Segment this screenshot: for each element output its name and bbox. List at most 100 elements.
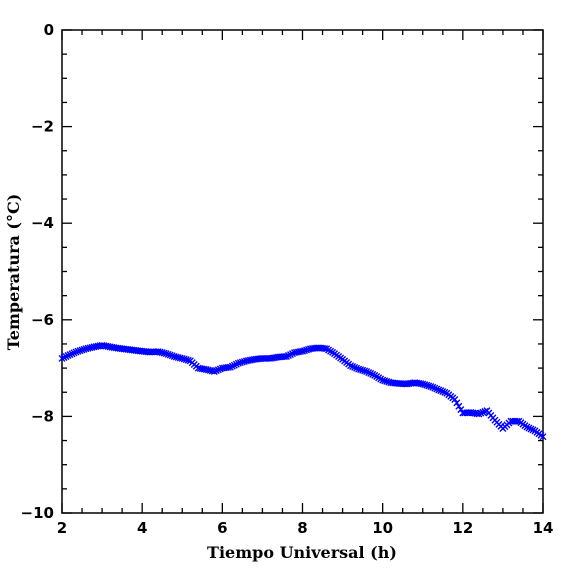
x-axis-label: Tiempo Universal (h) xyxy=(207,543,397,562)
data-point-marker xyxy=(66,351,74,359)
y-tick-label: 0 xyxy=(44,21,54,39)
data-point-marker xyxy=(284,352,292,360)
data-point-marker xyxy=(435,386,443,394)
data-point-marker xyxy=(427,382,435,390)
data-point-marker xyxy=(451,396,459,403)
data-point-marker xyxy=(423,381,431,389)
data-point-marker xyxy=(166,351,174,359)
data-point-marker xyxy=(349,363,357,371)
data-point-marker xyxy=(441,388,449,396)
data-point-marker xyxy=(214,366,222,374)
data-point-marker xyxy=(379,376,387,384)
plot-frame xyxy=(61,29,544,514)
x-tick-label: 12 xyxy=(452,519,473,537)
data-point-marker xyxy=(437,387,445,395)
data-point-marker xyxy=(212,367,220,375)
data-point-marker xyxy=(529,426,537,434)
data-point-marker xyxy=(68,350,76,358)
data-point-marker xyxy=(72,348,80,356)
data-point-marker xyxy=(178,354,186,362)
data-point-marker xyxy=(355,365,363,373)
data-point-marker xyxy=(513,417,521,425)
data-point-marker xyxy=(523,423,531,431)
data-point-marker xyxy=(429,383,437,391)
data-series xyxy=(58,341,547,441)
data-point-marker xyxy=(539,433,547,441)
y-axis-label: Temperatura (°C) xyxy=(4,194,23,351)
data-point-marker xyxy=(210,367,218,375)
data-point-marker xyxy=(58,354,66,362)
data-point-marker xyxy=(62,353,70,361)
data-point-marker xyxy=(347,362,355,370)
x-tick-label: 10 xyxy=(372,519,393,537)
data-point-marker xyxy=(383,377,391,385)
data-point-marker xyxy=(216,365,224,373)
axis-ticks xyxy=(61,29,544,514)
data-point-marker xyxy=(419,380,427,388)
x-tick-label: 6 xyxy=(217,519,227,537)
data-point-marker xyxy=(288,350,296,358)
data-point-marker xyxy=(439,388,447,396)
data-point-marker xyxy=(164,350,172,358)
data-point-marker xyxy=(433,385,441,393)
data-point-marker xyxy=(180,355,188,363)
data-point-marker xyxy=(236,359,244,367)
data-point-marker xyxy=(286,351,294,359)
data-point-marker xyxy=(367,369,375,377)
data-point-marker xyxy=(455,402,463,410)
data-point-marker xyxy=(184,356,192,364)
data-point-marker xyxy=(282,353,290,361)
data-point-marker xyxy=(74,347,82,355)
data-point-marker xyxy=(176,354,184,362)
data-point-marker xyxy=(479,408,487,416)
y-tick-label: −2 xyxy=(31,118,54,136)
data-point-marker xyxy=(301,347,308,355)
x-tick-label: 8 xyxy=(297,519,307,537)
data-point-marker xyxy=(168,352,176,360)
data-point-marker xyxy=(481,407,489,415)
data-point-marker xyxy=(234,359,242,367)
data-point-marker xyxy=(280,353,288,361)
data-point-marker xyxy=(303,346,311,354)
data-point-marker xyxy=(381,377,389,385)
data-point-marker xyxy=(162,350,170,358)
data-point-marker xyxy=(78,346,86,354)
data-point-marker xyxy=(475,410,483,418)
data-point-marker xyxy=(182,356,190,364)
data-point-marker xyxy=(421,381,429,389)
x-tick-label: 2 xyxy=(57,519,67,537)
y-tick-label: −4 xyxy=(31,214,54,232)
data-point-marker xyxy=(357,366,365,374)
data-point-marker xyxy=(477,409,485,417)
data-point-marker xyxy=(359,366,367,374)
data-point-marker xyxy=(232,360,240,368)
data-point-marker xyxy=(527,425,535,433)
data-point-marker xyxy=(525,424,533,432)
data-point-marker xyxy=(70,349,78,357)
data-point-marker xyxy=(64,352,72,360)
data-point-marker xyxy=(226,363,234,371)
data-point-marker xyxy=(431,384,439,392)
y-tick-label: −6 xyxy=(31,311,54,329)
data-point-marker xyxy=(80,345,88,353)
data-point-marker xyxy=(351,363,359,371)
data-point-marker xyxy=(369,370,377,378)
y-tick-label: −10 xyxy=(21,504,54,522)
y-tick-label: −8 xyxy=(31,407,54,425)
data-point-marker xyxy=(353,364,361,372)
x-tick-label: 14 xyxy=(533,519,554,537)
data-point-marker xyxy=(238,358,246,366)
data-point-marker xyxy=(453,399,461,407)
data-point-marker xyxy=(361,367,369,375)
data-point-marker xyxy=(425,382,433,390)
data-point-marker xyxy=(60,353,68,361)
data-point-marker xyxy=(299,347,306,355)
data-point-marker xyxy=(363,367,371,375)
data-point-marker xyxy=(76,347,84,355)
x-tick-label: 4 xyxy=(137,519,147,537)
data-point-marker xyxy=(321,345,329,353)
tick-labels: 2 4 6 8 10 12 14 0 −2 −4 −6 −8 −10 xyxy=(21,21,554,537)
data-point-marker xyxy=(228,362,236,370)
data-point-marker xyxy=(365,368,373,376)
